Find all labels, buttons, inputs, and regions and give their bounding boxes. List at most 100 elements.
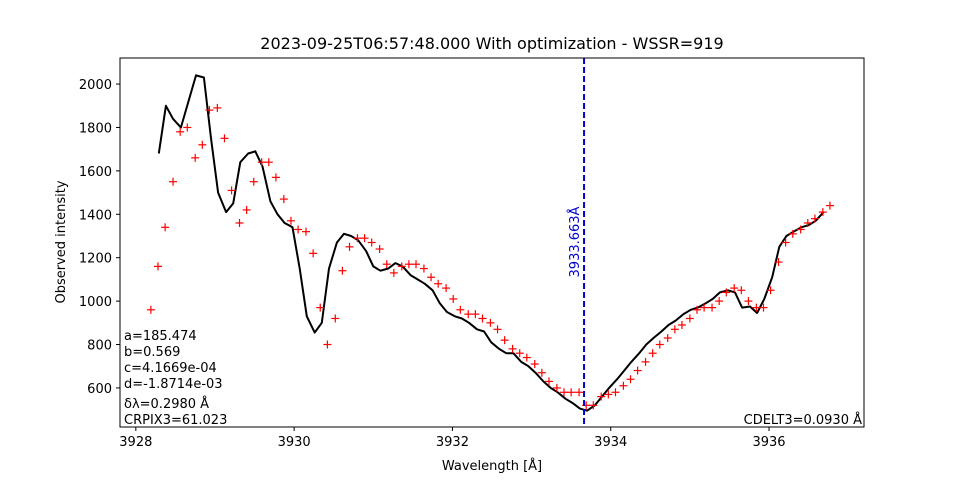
y-tick-label: 1800 xyxy=(79,121,112,136)
x-tick-label: 3930 xyxy=(278,435,311,450)
observed-point xyxy=(655,340,664,349)
observed-point xyxy=(692,305,701,314)
x-tick-label: 3928 xyxy=(119,435,152,450)
observed-point xyxy=(271,173,280,182)
observed-point xyxy=(774,258,783,267)
observed-point xyxy=(818,208,827,217)
observed-point xyxy=(500,336,509,345)
observed-point xyxy=(663,334,672,343)
observed-point xyxy=(397,262,406,271)
plot-area: 3933.663Å xyxy=(146,58,834,427)
observed-point xyxy=(796,225,805,234)
observed-point xyxy=(404,260,413,269)
observed-point xyxy=(730,284,739,293)
cdelt3-annotation: CDELT3=0.0930 Å xyxy=(744,412,862,428)
observed-point xyxy=(626,375,635,384)
param-b: b=0.569 xyxy=(124,345,180,360)
observed-point xyxy=(803,218,812,227)
observed-point xyxy=(382,260,391,269)
observed-point xyxy=(375,245,384,254)
y-tick-label: 1600 xyxy=(79,165,112,180)
observed-point xyxy=(493,325,502,334)
x-tick-label: 3932 xyxy=(436,435,469,450)
observed-point xyxy=(264,158,273,167)
observed-point xyxy=(389,268,398,277)
observed-point xyxy=(508,344,517,353)
observed-point xyxy=(670,325,679,334)
observed-point xyxy=(715,297,724,306)
chart-title: 2023-09-25T06:57:48.000 With optimizatio… xyxy=(260,34,723,53)
observed-point xyxy=(597,392,606,401)
observed-point xyxy=(737,286,746,295)
observed-point xyxy=(360,234,369,243)
x-axis: 3928 3930 3932 3934 3936 xyxy=(119,427,786,450)
observed-point xyxy=(220,134,229,143)
model-fit-line xyxy=(157,74,825,412)
param-c: c=4.1669e-04 xyxy=(124,361,217,376)
observed-point xyxy=(537,368,546,377)
x-tick-label: 3936 xyxy=(752,435,785,450)
param-crpix3: CRPIX3=61.023 xyxy=(124,413,227,428)
x-axis-label: Wavelength [Å] xyxy=(442,458,542,474)
y-tick-label: 1200 xyxy=(79,252,112,267)
observed-point xyxy=(552,383,561,392)
observed-point xyxy=(708,303,717,312)
observed-point xyxy=(323,340,332,349)
observed-point xyxy=(249,177,258,186)
observed-point xyxy=(567,388,576,397)
param-delta-lambda: δλ=0.2980 Å xyxy=(124,396,209,412)
observed-point xyxy=(544,377,553,386)
observed-point xyxy=(633,366,642,375)
observed-point xyxy=(309,249,318,258)
observed-point xyxy=(478,314,487,323)
observed-point xyxy=(353,234,362,243)
observed-point xyxy=(316,303,325,312)
observed-point xyxy=(198,140,207,149)
observed-point xyxy=(464,310,473,319)
observed-point xyxy=(235,218,244,227)
observed-point xyxy=(419,264,428,273)
param-d: d=-1.8714e-03 xyxy=(124,377,223,392)
observed-point xyxy=(766,286,775,295)
observed-point xyxy=(294,225,303,234)
observed-point xyxy=(176,127,185,136)
y-tick-label: 1400 xyxy=(79,208,112,223)
observed-point xyxy=(442,284,451,293)
observed-point xyxy=(589,401,598,410)
observed-point xyxy=(242,205,251,214)
observed-point xyxy=(759,303,768,312)
x-tick-label: 3934 xyxy=(594,435,627,450)
observed-point xyxy=(471,310,480,319)
observed-point xyxy=(781,238,790,247)
param-a: a=185.474 xyxy=(124,329,197,344)
observed-point xyxy=(619,381,628,390)
observed-point xyxy=(641,357,650,366)
observed-point xyxy=(604,390,613,399)
observed-point xyxy=(367,238,376,247)
observed-point xyxy=(257,158,266,167)
observed-point xyxy=(677,320,686,329)
observed-point xyxy=(648,349,657,358)
observed-point xyxy=(427,273,436,282)
observed-point xyxy=(227,186,236,195)
y-axis-label: Observed intensity xyxy=(54,180,69,303)
observed-point xyxy=(449,294,458,303)
observed-point xyxy=(345,242,354,251)
observed-point xyxy=(205,106,214,115)
observed-point xyxy=(183,123,192,132)
observed-point xyxy=(161,223,170,232)
y-tick-label: 2000 xyxy=(79,78,112,93)
observed-point xyxy=(169,177,178,186)
observed-point xyxy=(286,216,295,225)
fit-parameter-annotations: a=185.474 b=0.569 c=4.1669e-04 d=-1.8714… xyxy=(124,329,227,428)
observed-point xyxy=(788,229,797,238)
observed-point xyxy=(560,388,569,397)
observed-point xyxy=(434,279,443,288)
observed-point xyxy=(611,388,620,397)
observed-point xyxy=(486,318,495,327)
observed-point xyxy=(685,314,694,323)
observed-point xyxy=(744,297,753,306)
line-center-label: 3933.663Å xyxy=(567,206,583,277)
y-tick-label: 800 xyxy=(87,339,112,354)
